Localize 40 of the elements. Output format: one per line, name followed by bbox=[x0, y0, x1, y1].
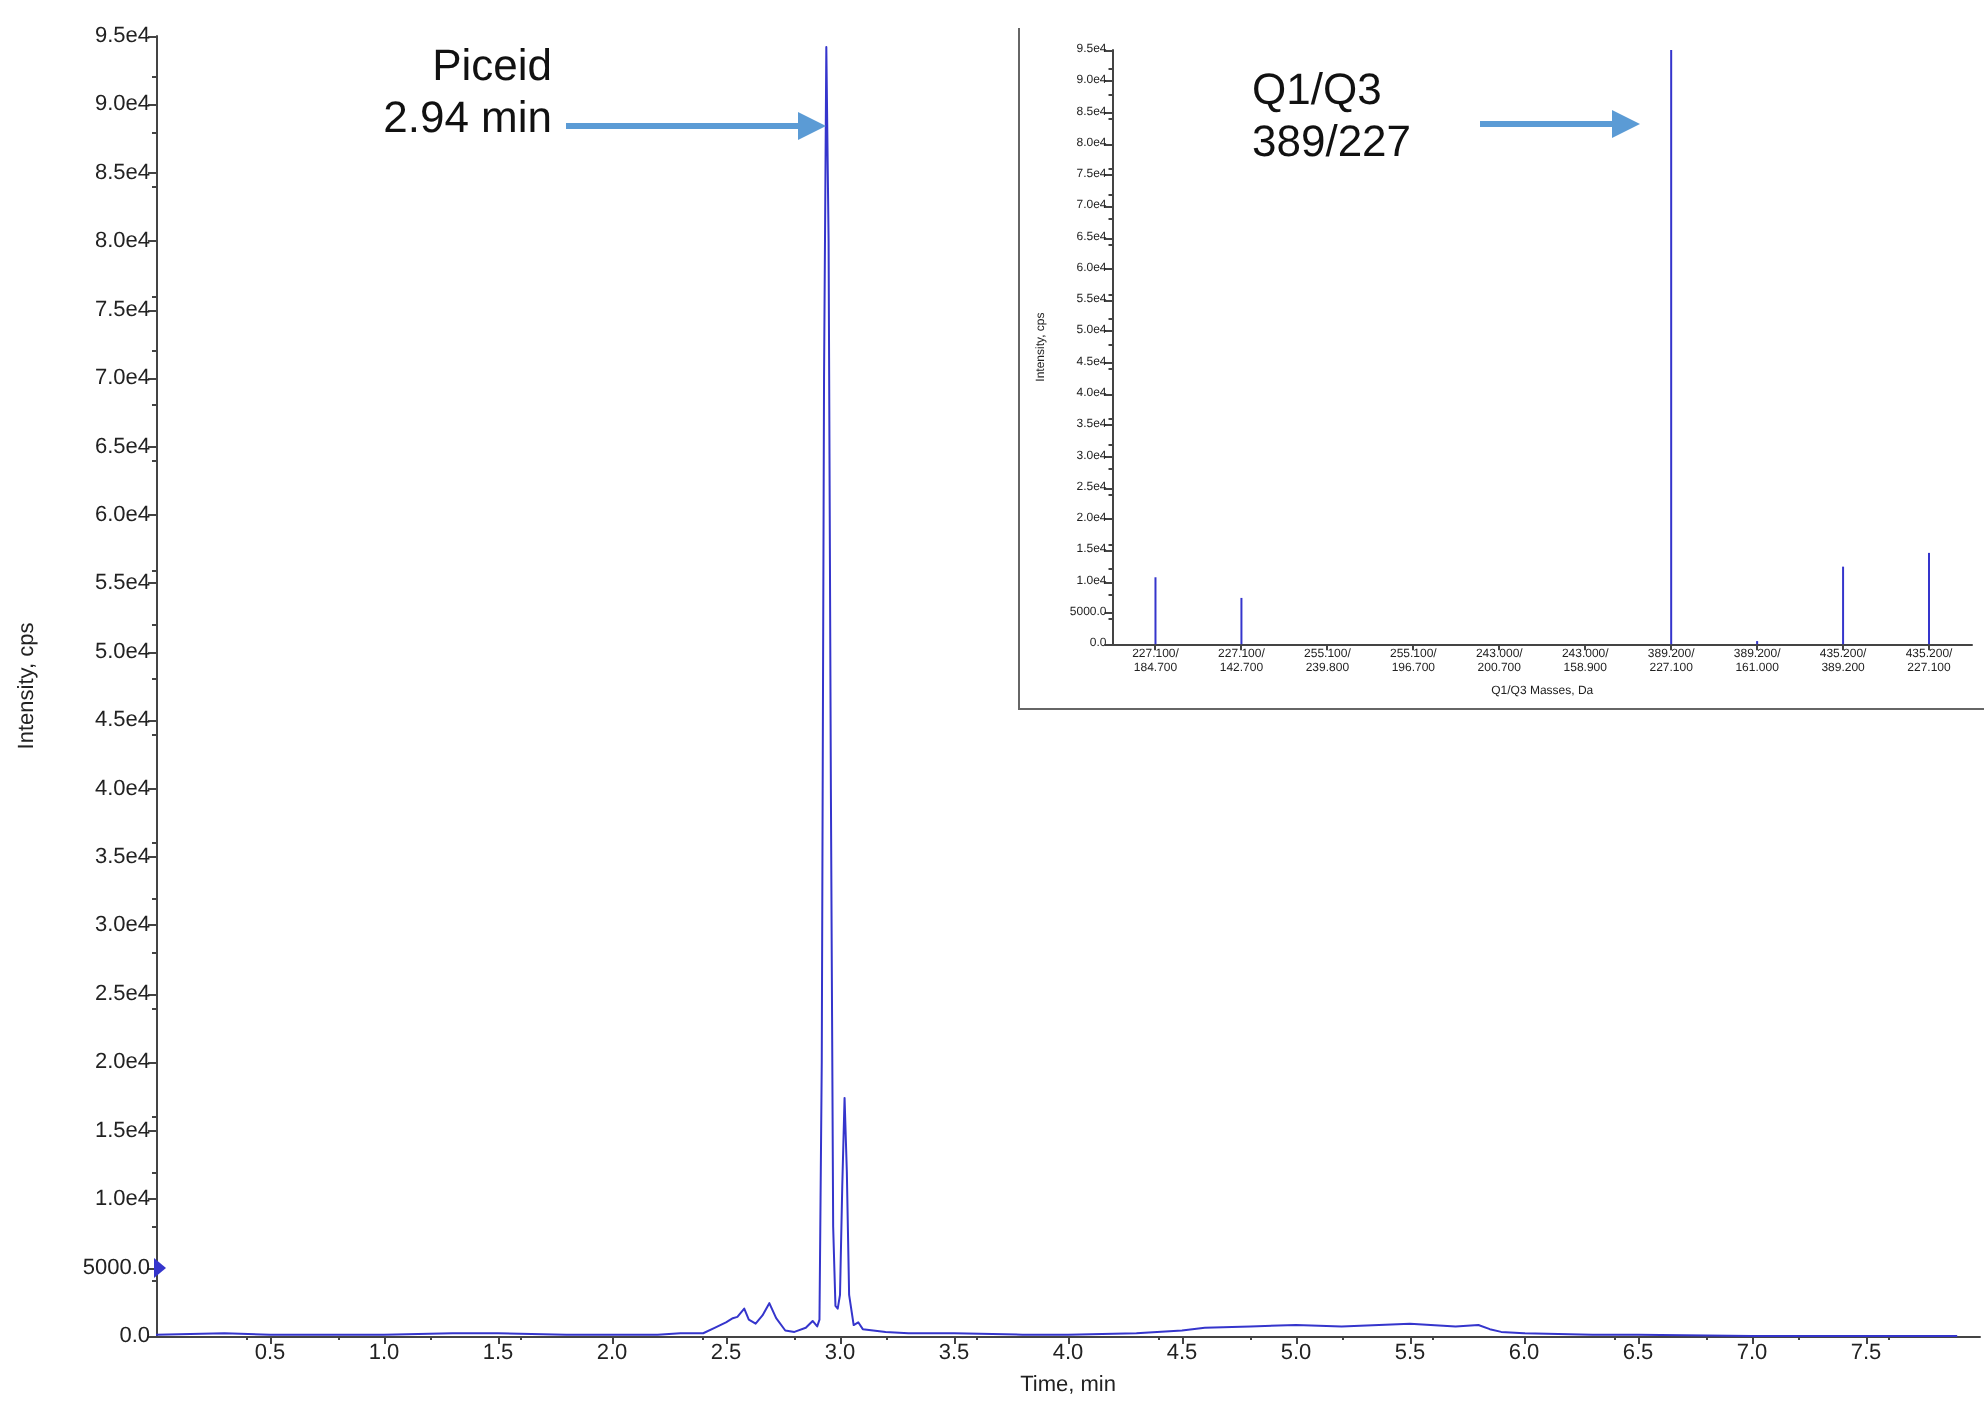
x-axis-title: Time, min bbox=[1020, 1372, 1116, 1397]
x-tick-label: 5.5 bbox=[1394, 1341, 1426, 1365]
x-tick-label: 3.0 bbox=[824, 1341, 856, 1365]
y-tick-label: 5.0e4 bbox=[94, 639, 150, 664]
x-tick-label: 2.0 bbox=[596, 1341, 628, 1365]
y-tick-label: 3.5e4 bbox=[94, 845, 150, 870]
x-tick-label: 6.0 bbox=[1508, 1341, 1540, 1365]
y-tick-label: 8.5e4 bbox=[94, 160, 150, 185]
x-tick-label: 0.5 bbox=[254, 1341, 286, 1365]
x-tick-label: 1.0 bbox=[368, 1341, 400, 1365]
x-tick-label: 3.5 bbox=[938, 1341, 970, 1365]
y-tick-label: 6.0e4 bbox=[94, 502, 150, 527]
x-tick-label: 4.0 bbox=[1052, 1341, 1084, 1365]
y-tick-label: 7.0e4 bbox=[94, 366, 150, 391]
x-tick-label: 1.5 bbox=[482, 1341, 514, 1365]
y-tick-label: 1.5e4 bbox=[94, 1118, 150, 1143]
y-tick-label: 1.0e4 bbox=[94, 1187, 150, 1212]
x-tick-label: 7.0 bbox=[1736, 1341, 1768, 1365]
y-tick-label: 9.0e4 bbox=[94, 92, 150, 117]
y-axis-title: Intensity, cps bbox=[15, 621, 39, 750]
y-tick-label: 2.5e4 bbox=[94, 981, 150, 1006]
line-series bbox=[155, 45, 1959, 1337]
y-tick-label: 7.5e4 bbox=[94, 297, 150, 322]
x-tick-label: 7.5 bbox=[1850, 1341, 1882, 1365]
y-tick-label: 5000.0 bbox=[82, 1255, 150, 1280]
x-tick-label: 6.5 bbox=[1622, 1341, 1654, 1365]
y-tick-label: 4.5e4 bbox=[94, 708, 150, 733]
annotation: Q1/Q3 389/227 bbox=[1252, 64, 1412, 170]
y-tick-label: 3.0e4 bbox=[94, 913, 150, 938]
y-tick-label: 6.5e4 bbox=[94, 434, 150, 459]
x-tick-label: 4.5 bbox=[1166, 1341, 1198, 1365]
y-tick-label: 5.5e4 bbox=[94, 571, 150, 596]
annotation: Piceid 2.94 min bbox=[383, 40, 552, 146]
y-tick-label: 4.0e4 bbox=[94, 776, 150, 801]
y-tick-label: 8.0e4 bbox=[94, 229, 150, 254]
y-tick-label: 2.0e4 bbox=[94, 1050, 150, 1075]
y-tick-label: 0.0 bbox=[119, 1324, 150, 1348]
x-tick-label: 5.0 bbox=[1280, 1341, 1312, 1365]
x-tick-label: 2.5 bbox=[710, 1341, 742, 1365]
y-tick-label: 9.5e4 bbox=[94, 24, 150, 48]
